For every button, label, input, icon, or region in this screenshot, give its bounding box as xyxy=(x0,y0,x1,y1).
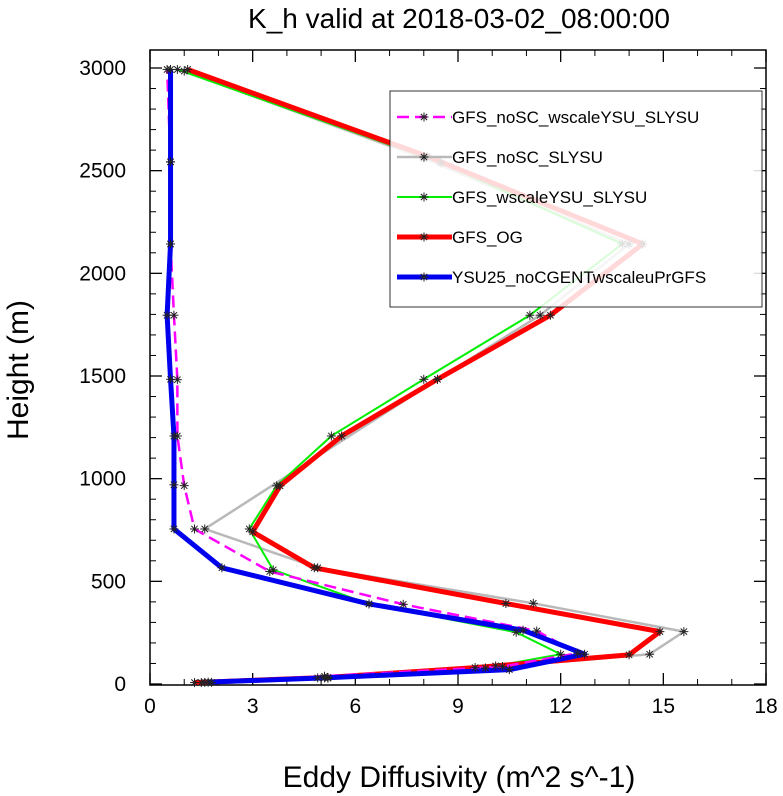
x-tick-label: 9 xyxy=(452,695,464,718)
data-point-marker xyxy=(200,524,210,534)
data-point-marker xyxy=(217,563,227,573)
data-point-marker xyxy=(183,64,193,74)
data-point-marker xyxy=(275,481,285,491)
x-tick-label: 15 xyxy=(652,695,675,718)
data-point-marker xyxy=(501,599,511,609)
data-point-marker xyxy=(419,192,429,202)
data-point-marker xyxy=(166,64,176,74)
y-tick-label: 3000 xyxy=(79,57,126,80)
x-tick-label: 6 xyxy=(349,695,361,718)
legend: GFS_noSC_wscaleYSU_SLYSU GFS_noSC_SLYSU GF… xyxy=(389,90,763,308)
data-point-marker xyxy=(528,598,538,608)
series-markers xyxy=(162,64,689,688)
data-point-marker xyxy=(169,480,179,490)
y-tick-label: 1000 xyxy=(79,468,126,491)
legend-label: GFS_noSC_wscaleYSU_SLYSU xyxy=(452,108,699,127)
data-point-marker xyxy=(268,565,278,575)
y-axis-title: Height (m) xyxy=(2,300,35,440)
data-point-marker xyxy=(655,627,665,637)
data-point-marker xyxy=(511,627,521,637)
y-tick-label: 1500 xyxy=(79,365,126,388)
data-point-marker xyxy=(624,650,634,660)
legend-box xyxy=(389,90,763,308)
legend-label: GFS_noSC_SLYSU xyxy=(452,148,603,167)
data-point-marker xyxy=(320,673,330,683)
legend-label: YSU25_noCGENTwscaleuPrGFS xyxy=(452,268,706,287)
data-point-marker xyxy=(419,232,429,242)
y-tick-label: 2500 xyxy=(79,160,126,183)
data-point-marker xyxy=(337,431,347,441)
data-point-marker xyxy=(419,374,429,384)
data-point-marker xyxy=(419,272,429,282)
data-point-marker xyxy=(166,157,176,167)
data-point-marker xyxy=(535,310,545,320)
data-point-marker xyxy=(532,626,542,636)
data-point-marker xyxy=(470,663,480,673)
y-tick-label: 0 xyxy=(114,673,126,696)
data-point-marker xyxy=(432,374,442,384)
x-tick-label: 0 xyxy=(144,695,156,718)
data-point-marker xyxy=(248,527,258,537)
data-point-marker xyxy=(203,677,213,687)
data-point-marker xyxy=(169,524,179,534)
legend-label: GFS_OG xyxy=(452,228,523,247)
y-tick-label: 2000 xyxy=(79,262,126,285)
data-point-marker xyxy=(169,431,179,441)
data-point-marker xyxy=(556,649,566,659)
data-point-marker xyxy=(179,481,189,491)
data-point-marker xyxy=(189,524,199,534)
data-point-marker xyxy=(326,431,336,441)
data-point-marker xyxy=(518,625,528,635)
data-point-marker xyxy=(162,310,172,320)
data-point-marker xyxy=(545,310,555,320)
y-tick-labels: 0 500 1000 1500 2000 2500 3000 xyxy=(79,57,126,696)
data-point-marker xyxy=(189,678,199,688)
chart-title: K_h valid at 2018-03-02_08:00:00 xyxy=(248,3,670,34)
data-point-marker xyxy=(679,627,689,637)
data-point-marker xyxy=(525,310,535,320)
data-point-marker xyxy=(645,649,655,659)
data-point-marker xyxy=(166,374,176,384)
data-point-marker xyxy=(419,112,429,122)
data-point-marker xyxy=(480,663,490,673)
axis-ticks xyxy=(149,50,767,685)
legend-label: GFS_wscaleYSU_SLYSU xyxy=(452,188,647,207)
data-point-marker xyxy=(419,152,429,162)
x-tick-label: 12 xyxy=(549,695,572,718)
data-point-marker xyxy=(580,649,590,659)
data-point-marker xyxy=(364,599,374,609)
data-point-marker xyxy=(573,648,583,658)
data-point-marker xyxy=(172,64,182,74)
data-point-marker xyxy=(166,239,176,249)
data-point-marker xyxy=(491,661,501,671)
x-tick-label: 18 xyxy=(754,695,777,718)
data-point-marker xyxy=(497,662,507,672)
x-tick-label: 3 xyxy=(247,695,259,718)
data-point-marker xyxy=(398,599,408,609)
data-point-marker xyxy=(172,375,182,385)
y-tick-label: 500 xyxy=(91,570,126,593)
data-point-marker xyxy=(309,563,319,573)
data-point-marker xyxy=(504,665,514,675)
x-axis-title: Eddy Diffusivity (m^2 s^-1) xyxy=(283,761,636,794)
x-tick-labels: 0 3 6 9 12 15 18 xyxy=(144,695,778,718)
